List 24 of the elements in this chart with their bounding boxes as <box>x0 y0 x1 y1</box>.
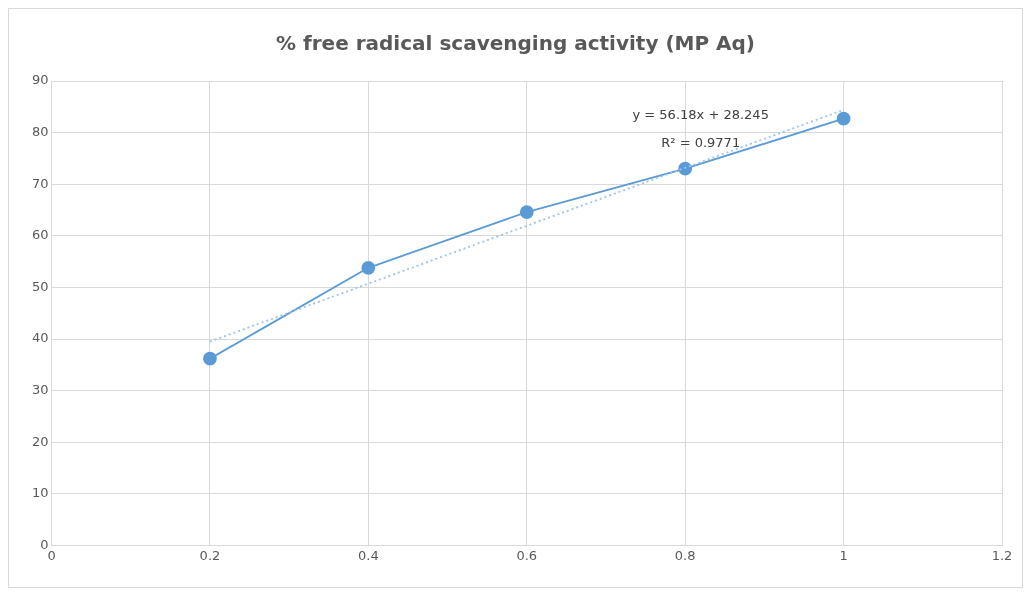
y-tick-label: 50 <box>32 278 49 294</box>
y-tick-label: 30 <box>32 381 49 397</box>
point <box>678 161 693 176</box>
y-tick-label: 0 <box>40 536 49 552</box>
x-tick-label: 0.4 <box>358 547 379 563</box>
y-tick-label: 70 <box>32 175 49 191</box>
x-tick-label: 0.8 <box>674 547 696 563</box>
y-tick-label: 60 <box>32 227 49 243</box>
x-tick-label: 1 <box>839 547 848 563</box>
chart-title: % free radical scavenging activity (MP Aq) <box>276 31 755 56</box>
point <box>361 260 376 275</box>
y-tick-label: 10 <box>32 485 49 501</box>
annotation: R² = 0.9771 <box>661 135 741 151</box>
point <box>203 351 217 366</box>
x-tick-label: 0.6 <box>516 547 538 563</box>
point <box>519 205 534 219</box>
y-tick-label: 40 <box>32 330 49 346</box>
y-tick-label: 20 <box>32 433 49 449</box>
y-tick-label: 80 <box>32 123 49 139</box>
x-tick-label: 1.2 <box>991 547 1013 563</box>
point <box>836 111 851 126</box>
x-tick-label: 0.2 <box>199 547 221 563</box>
annotation: y = 56.18x + 28.245 <box>632 107 769 123</box>
y-tick-label: 90 <box>32 72 49 88</box>
